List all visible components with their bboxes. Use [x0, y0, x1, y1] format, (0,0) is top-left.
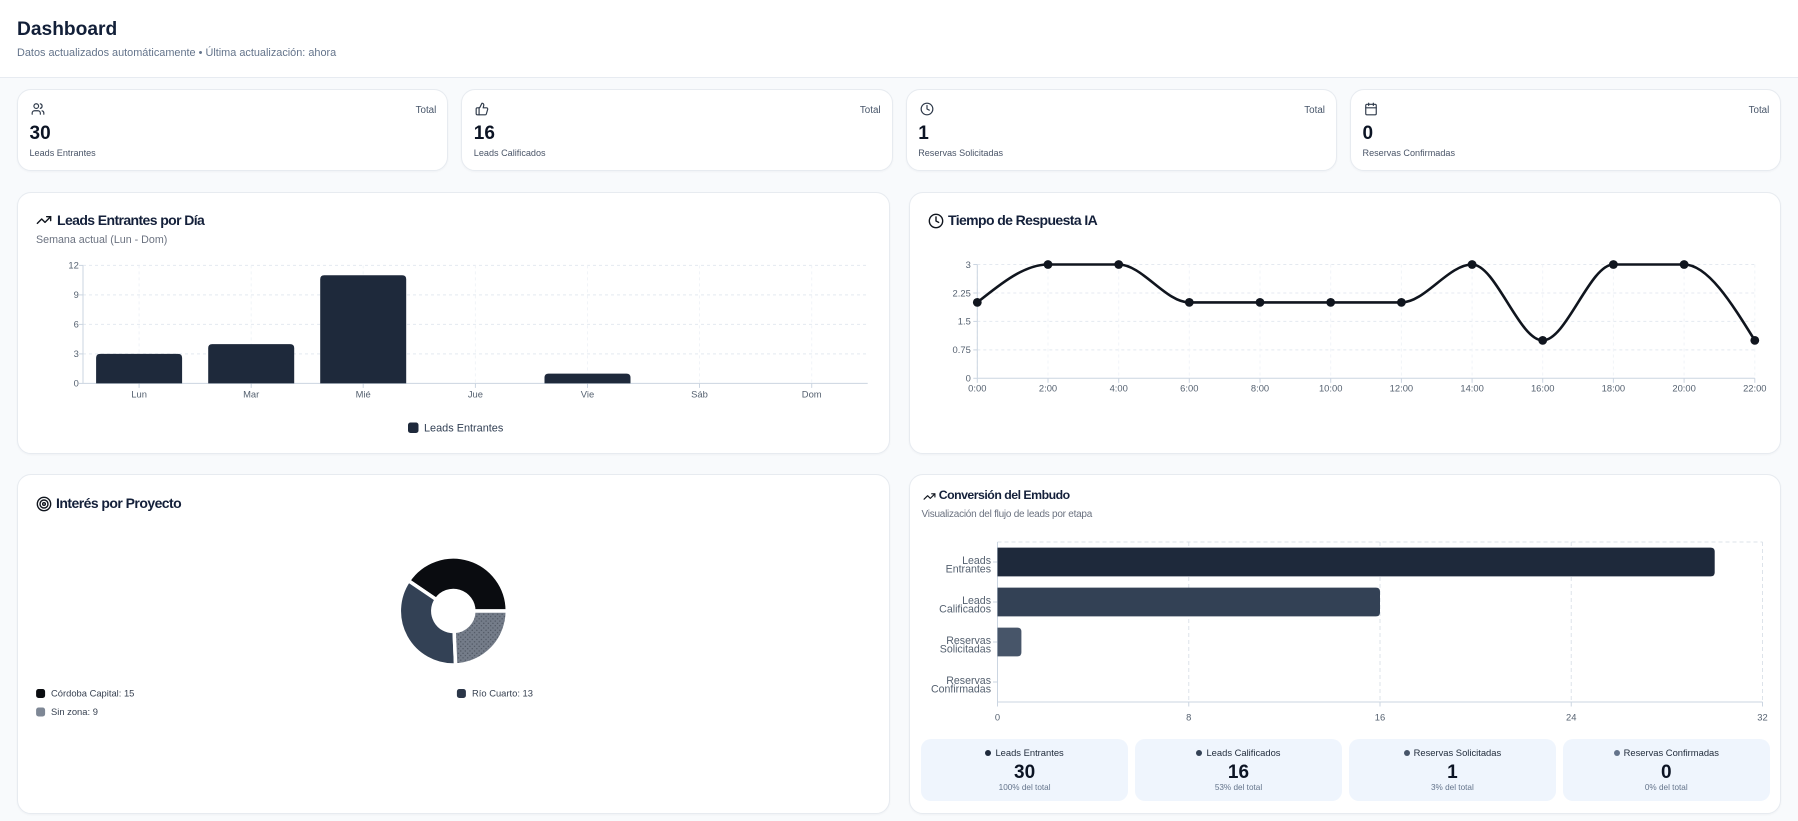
svg-text:0.75: 0.75: [952, 344, 970, 355]
svg-text:0: 0: [994, 712, 999, 723]
svg-text:0: 0: [74, 378, 79, 389]
svg-text:Leads Entrantes: Leads Entrantes: [424, 423, 504, 435]
svg-text:12:00: 12:00: [1389, 383, 1412, 394]
svg-text:2.25: 2.25: [952, 287, 970, 298]
svg-text:8:00: 8:00: [1250, 383, 1268, 394]
svg-text:2:00: 2:00: [1038, 383, 1056, 394]
svg-text:8: 8: [1186, 712, 1191, 723]
svg-text:Calificados: Calificados: [939, 604, 991, 616]
svg-text:Leads: Leads: [962, 555, 991, 567]
svg-text:Lun: Lun: [131, 389, 147, 400]
svg-text:12: 12: [68, 260, 78, 271]
svg-text:20:00: 20:00: [1672, 383, 1695, 394]
svg-text:Leads: Leads: [962, 595, 991, 607]
svg-text:Vie: Vie: [581, 389, 594, 400]
svg-text:9: 9: [74, 289, 79, 300]
svg-text:10:00: 10:00: [1318, 383, 1341, 394]
svg-text:4:00: 4:00: [1109, 383, 1127, 394]
svg-text:Jue: Jue: [468, 389, 483, 400]
svg-text:16:00: 16:00: [1530, 383, 1553, 394]
svg-text:Mié: Mié: [356, 389, 371, 400]
svg-text:3: 3: [965, 259, 970, 270]
svg-text:0: 0: [965, 373, 970, 384]
svg-text:3: 3: [74, 348, 79, 359]
svg-text:32: 32: [1757, 712, 1767, 723]
svg-text:Reservas: Reservas: [946, 635, 991, 647]
svg-text:6: 6: [74, 319, 79, 330]
svg-text:18:00: 18:00: [1601, 383, 1624, 394]
svg-text:22:00: 22:00: [1743, 383, 1766, 394]
svg-text:14:00: 14:00: [1460, 383, 1483, 394]
svg-text:Río Cuarto: 13: Río Cuarto: 13: [472, 688, 533, 699]
svg-text:Confirmadas: Confirmadas: [930, 684, 990, 696]
svg-text:Sáb: Sáb: [691, 389, 708, 400]
svg-text:Reservas: Reservas: [946, 675, 991, 687]
svg-text:Dom: Dom: [802, 389, 822, 400]
svg-text:16: 16: [1374, 712, 1384, 723]
svg-text:0:00: 0:00: [968, 383, 986, 394]
svg-text:Sin zona: 9: Sin zona: 9: [51, 706, 98, 717]
svg-text:6:00: 6:00: [1180, 383, 1198, 394]
svg-text:1.5: 1.5: [957, 316, 970, 327]
svg-text:24: 24: [1566, 712, 1576, 723]
svg-text:Mar: Mar: [243, 389, 259, 400]
svg-text:Entrantes: Entrantes: [945, 564, 990, 576]
svg-text:Córdoba Capital: 15: Córdoba Capital: 15: [51, 688, 134, 699]
svg-text:Solicitadas: Solicitadas: [939, 644, 990, 656]
